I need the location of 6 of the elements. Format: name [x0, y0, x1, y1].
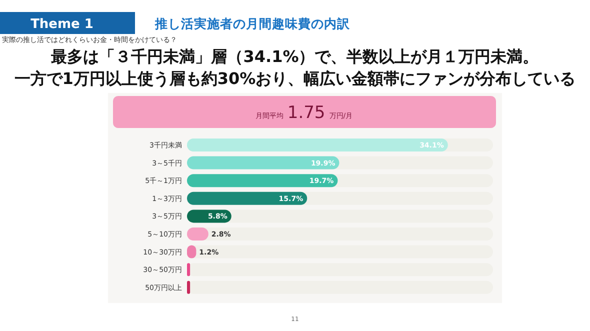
bar — [187, 280, 190, 294]
bar — [187, 263, 190, 276]
text: Theme 1 — [30, 17, 94, 32]
text: 最多は「３千円未満」層（34.1%）で、半数以上が月１万円未満。 — [50, 47, 539, 66]
chart-title: 推し活実施者の月間趣味費の内訳 — [154, 16, 351, 31]
text: 一方で1万円以上使う層も約30%おり、幅広い金額帯にファンが分布している — [14, 69, 576, 88]
